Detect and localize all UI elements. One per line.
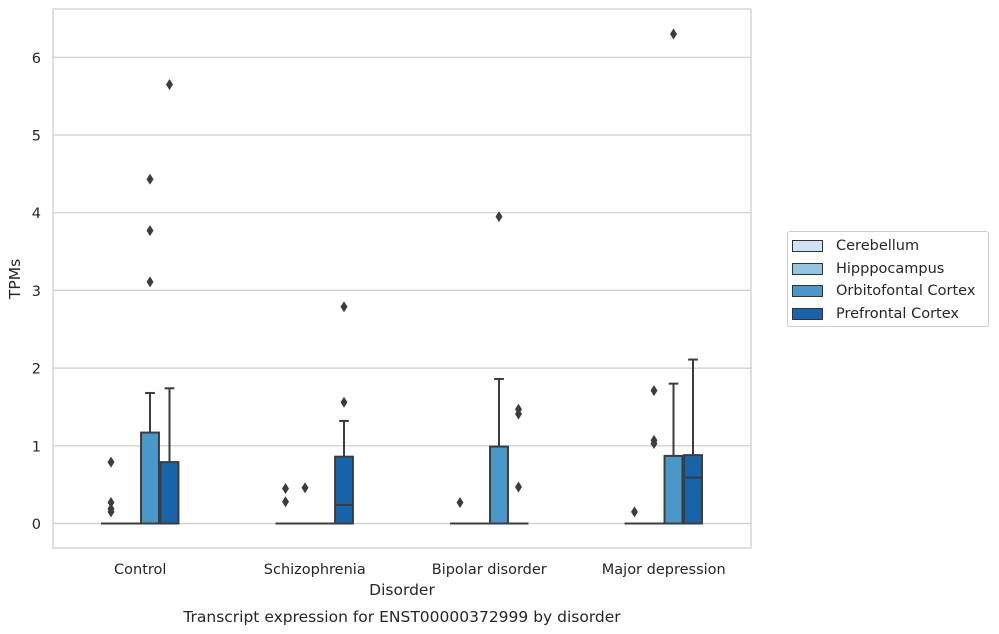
x-tick-label: Bipolar disorder	[432, 562, 547, 578]
x-tick-labels: Control Schizophrenia Bipolar disorder Majo…	[114, 562, 726, 578]
legend-item-cerebellum: Cerebellum	[792, 235, 988, 258]
x-tick-label: Major depression	[602, 562, 726, 578]
box-group	[140, 173, 160, 525]
outlier-point	[146, 225, 154, 237]
legend-item-hippocampus: Hipppocampus	[792, 258, 988, 281]
outlier-point	[670, 28, 677, 40]
y-tick-label: 3	[32, 284, 41, 300]
box-iqr	[140, 431, 160, 525]
x-axis-label: Disorder	[369, 581, 435, 599]
outlier-point	[650, 385, 658, 397]
y-tick-labels: 0 1 2 3 4 5 6	[32, 51, 41, 533]
legend-item-prefrontal-cortex: Prefrontal Cortex	[792, 303, 988, 326]
box-group	[101, 456, 121, 525]
outlier-point	[340, 301, 348, 313]
y-tick-label: 1	[32, 439, 41, 455]
outlier-point	[631, 506, 638, 518]
box-series	[101, 28, 703, 525]
chart-title: Transcript expression for ENST0000037299…	[182, 608, 621, 626]
box-group	[295, 482, 315, 525]
box-group	[663, 28, 684, 525]
y-tick-label: 5	[32, 129, 41, 145]
box-group	[624, 506, 645, 525]
box-group	[275, 483, 296, 525]
outlier-point	[495, 211, 503, 223]
legend-swatch	[792, 307, 823, 320]
legend-label: Prefrontal Cortex	[836, 305, 959, 322]
y-tick-label: 4	[32, 206, 41, 222]
box-iqr	[489, 445, 509, 525]
y-axis-label: TPMs	[6, 259, 24, 300]
y-tick-label: 0	[32, 517, 41, 533]
chart-legend: Cerebellum Hipppocampus Orbitofontal Cor…	[787, 231, 989, 327]
box-group	[334, 301, 354, 525]
outlier-point	[515, 481, 522, 493]
outlier-point	[107, 503, 115, 515]
outlier-point	[166, 78, 173, 90]
outlier-point	[650, 437, 658, 449]
box-group	[508, 403, 529, 525]
outlier-point	[107, 456, 115, 468]
legend-swatch	[792, 285, 823, 298]
legend-label: Hipppocampus	[836, 260, 945, 277]
legend-swatch	[792, 262, 823, 275]
box-group	[450, 497, 470, 525]
outlier-point	[146, 173, 154, 185]
legend-label: Orbitofontal Cortex	[836, 283, 976, 300]
legend-item-orbitofrontal-cortex: Orbitofontal Cortex	[792, 280, 988, 303]
outlier-point	[301, 482, 309, 494]
box-iqr	[334, 455, 354, 525]
box-group	[644, 385, 664, 525]
x-tick-label: Control	[114, 562, 166, 578]
outlier-point	[340, 396, 348, 408]
outlier-point	[282, 496, 289, 508]
box-group	[683, 358, 703, 525]
y-tick-label: 2	[32, 362, 41, 378]
x-tick-label: Schizophrenia	[264, 562, 366, 578]
legend-label: Cerebellum	[836, 238, 920, 255]
outlier-point	[146, 276, 154, 288]
outlier-point	[456, 497, 464, 509]
box-iqr	[683, 454, 703, 525]
box-iqr	[663, 454, 684, 525]
legend-swatch	[792, 240, 823, 253]
box-iqr	[159, 461, 180, 525]
y-tick-label: 6	[32, 51, 41, 67]
outlier-point	[515, 403, 522, 415]
outlier-point	[107, 497, 115, 509]
box-group	[159, 78, 180, 525]
outlier-point	[282, 483, 289, 495]
box-group	[489, 211, 509, 525]
